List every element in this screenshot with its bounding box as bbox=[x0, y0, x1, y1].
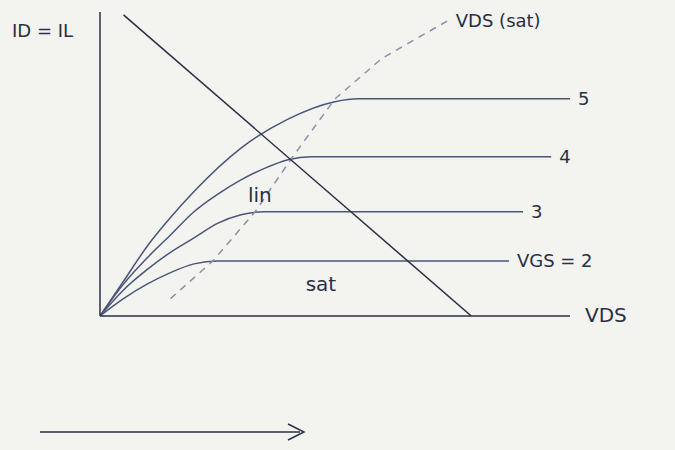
svg-text:4: 4 bbox=[559, 146, 570, 167]
html-text:VDS: VDS bbox=[585, 303, 627, 327]
html-text:ID = IL: ID = IL bbox=[12, 20, 73, 41]
svg-text:sat: sat bbox=[306, 272, 337, 296]
svg-text:5: 5 bbox=[578, 88, 589, 109]
svg-text:VDS (sat): VDS (sat) bbox=[456, 10, 541, 31]
svg-text:VGS = 2: VGS = 2 bbox=[517, 250, 593, 271]
svg-text:lin: lin bbox=[248, 183, 272, 207]
svg-text:3: 3 bbox=[531, 201, 542, 222]
